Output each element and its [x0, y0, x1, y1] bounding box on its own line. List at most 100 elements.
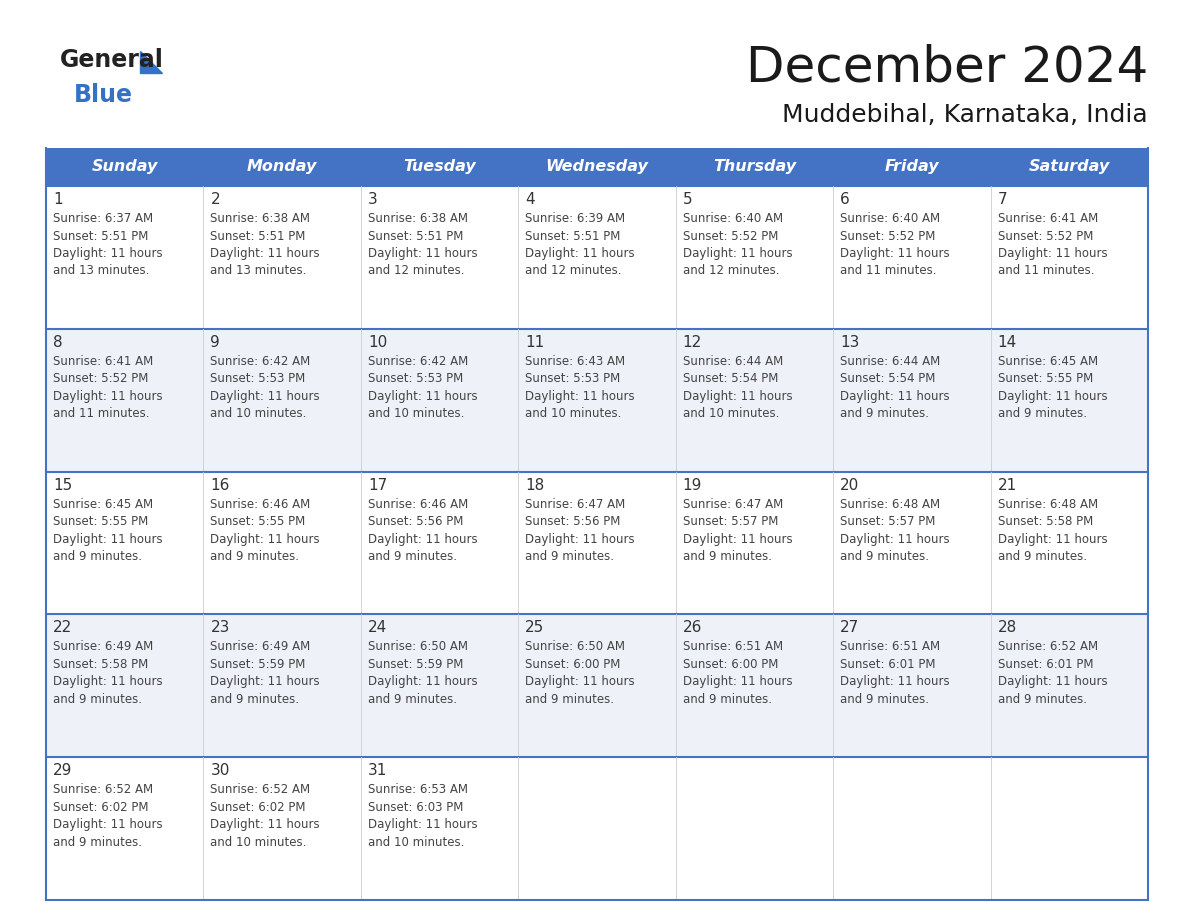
Bar	[991, 148, 1148, 186]
Text: Daylight: 11 hours: Daylight: 11 hours	[368, 247, 478, 260]
Text: Sunset: 5:51 PM: Sunset: 5:51 PM	[210, 230, 305, 242]
Bar	[676, 148, 833, 186]
Text: and 10 minutes.: and 10 minutes.	[368, 408, 465, 420]
Text: Sunset: 5:56 PM: Sunset: 5:56 PM	[525, 515, 620, 528]
Bar	[203, 148, 361, 186]
Text: 27: 27	[840, 621, 859, 635]
Text: Sunrise: 6:39 AM: Sunrise: 6:39 AM	[525, 212, 625, 225]
Text: Sunset: 6:01 PM: Sunset: 6:01 PM	[840, 658, 936, 671]
Text: Sunset: 5:52 PM: Sunset: 5:52 PM	[53, 373, 148, 386]
Text: Sunrise: 6:41 AM: Sunrise: 6:41 AM	[998, 212, 1098, 225]
Bar	[361, 148, 518, 186]
Text: Daylight: 11 hours: Daylight: 11 hours	[53, 532, 163, 545]
Text: 4: 4	[525, 192, 535, 207]
Text: Sunset: 5:55 PM: Sunset: 5:55 PM	[998, 373, 1093, 386]
Polygon shape	[140, 51, 162, 73]
Text: 8: 8	[53, 335, 63, 350]
Text: Sunrise: 6:37 AM: Sunrise: 6:37 AM	[53, 212, 153, 225]
Text: Sunrise: 6:40 AM: Sunrise: 6:40 AM	[683, 212, 783, 225]
Text: Sunrise: 6:38 AM: Sunrise: 6:38 AM	[368, 212, 468, 225]
Text: and 9 minutes.: and 9 minutes.	[683, 550, 772, 563]
Text: 1: 1	[53, 192, 63, 207]
Text: Daylight: 11 hours: Daylight: 11 hours	[368, 818, 478, 831]
Bar	[46, 472, 1148, 614]
Text: Sunset: 5:53 PM: Sunset: 5:53 PM	[210, 373, 305, 386]
Text: 29: 29	[53, 763, 72, 778]
Text: 5: 5	[683, 192, 693, 207]
Text: Wednesday: Wednesday	[545, 160, 649, 174]
Text: 21: 21	[998, 477, 1017, 493]
Text: Sunrise: 6:53 AM: Sunrise: 6:53 AM	[368, 783, 468, 796]
Text: December 2024: December 2024	[746, 44, 1148, 92]
Text: Daylight: 11 hours: Daylight: 11 hours	[840, 247, 949, 260]
Text: 3: 3	[368, 192, 378, 207]
Text: and 11 minutes.: and 11 minutes.	[840, 264, 936, 277]
Text: and 9 minutes.: and 9 minutes.	[53, 693, 143, 706]
Text: Sunrise: 6:50 AM: Sunrise: 6:50 AM	[368, 641, 468, 654]
Text: Daylight: 11 hours: Daylight: 11 hours	[210, 390, 320, 403]
Text: Sunrise: 6:45 AM: Sunrise: 6:45 AM	[53, 498, 153, 510]
Text: Sunset: 5:51 PM: Sunset: 5:51 PM	[368, 230, 463, 242]
Text: 28: 28	[998, 621, 1017, 635]
Text: Sunset: 5:52 PM: Sunset: 5:52 PM	[998, 230, 1093, 242]
Text: 23: 23	[210, 621, 229, 635]
Text: and 10 minutes.: and 10 minutes.	[210, 408, 307, 420]
Text: and 12 minutes.: and 12 minutes.	[525, 264, 621, 277]
Bar	[46, 329, 1148, 472]
Text: and 9 minutes.: and 9 minutes.	[840, 550, 929, 563]
Bar	[46, 757, 1148, 900]
Text: 2: 2	[210, 192, 220, 207]
Text: 25: 25	[525, 621, 544, 635]
Text: 20: 20	[840, 477, 859, 493]
Text: Sunrise: 6:48 AM: Sunrise: 6:48 AM	[840, 498, 940, 510]
Text: and 9 minutes.: and 9 minutes.	[998, 693, 1087, 706]
Text: Daylight: 11 hours: Daylight: 11 hours	[53, 676, 163, 688]
Text: Daylight: 11 hours: Daylight: 11 hours	[368, 532, 478, 545]
Text: and 9 minutes.: and 9 minutes.	[210, 693, 299, 706]
Text: Sunrise: 6:48 AM: Sunrise: 6:48 AM	[998, 498, 1098, 510]
Text: Sunrise: 6:49 AM: Sunrise: 6:49 AM	[210, 641, 311, 654]
Text: and 11 minutes.: and 11 minutes.	[53, 408, 150, 420]
Text: Daylight: 11 hours: Daylight: 11 hours	[53, 390, 163, 403]
Text: and 9 minutes.: and 9 minutes.	[368, 550, 457, 563]
Text: and 13 minutes.: and 13 minutes.	[210, 264, 307, 277]
Text: Friday: Friday	[885, 160, 940, 174]
Text: Daylight: 11 hours: Daylight: 11 hours	[53, 818, 163, 831]
Text: 16: 16	[210, 477, 229, 493]
Text: and 12 minutes.: and 12 minutes.	[368, 264, 465, 277]
Text: Sunrise: 6:51 AM: Sunrise: 6:51 AM	[683, 641, 783, 654]
Bar	[46, 186, 1148, 329]
Text: Thursday: Thursday	[713, 160, 796, 174]
Text: Sunset: 5:52 PM: Sunset: 5:52 PM	[683, 230, 778, 242]
Text: Sunday: Sunday	[91, 160, 158, 174]
Text: Sunset: 5:57 PM: Sunset: 5:57 PM	[683, 515, 778, 528]
Text: Sunrise: 6:49 AM: Sunrise: 6:49 AM	[53, 641, 153, 654]
Text: and 10 minutes.: and 10 minutes.	[210, 835, 307, 849]
Text: Sunset: 5:52 PM: Sunset: 5:52 PM	[840, 230, 935, 242]
Text: and 9 minutes.: and 9 minutes.	[525, 693, 614, 706]
Text: Daylight: 11 hours: Daylight: 11 hours	[683, 676, 792, 688]
Bar	[46, 614, 1148, 757]
Text: and 11 minutes.: and 11 minutes.	[998, 264, 1094, 277]
Text: Daylight: 11 hours: Daylight: 11 hours	[525, 676, 634, 688]
Text: 12: 12	[683, 335, 702, 350]
Text: 31: 31	[368, 763, 387, 778]
Text: Sunrise: 6:47 AM: Sunrise: 6:47 AM	[525, 498, 626, 510]
Text: 22: 22	[53, 621, 72, 635]
Text: and 9 minutes.: and 9 minutes.	[683, 693, 772, 706]
Text: Daylight: 11 hours: Daylight: 11 hours	[210, 532, 320, 545]
Text: and 9 minutes.: and 9 minutes.	[840, 693, 929, 706]
Text: Daylight: 11 hours: Daylight: 11 hours	[53, 247, 163, 260]
Text: Daylight: 11 hours: Daylight: 11 hours	[210, 676, 320, 688]
Text: Daylight: 11 hours: Daylight: 11 hours	[525, 390, 634, 403]
Text: Daylight: 11 hours: Daylight: 11 hours	[210, 247, 320, 260]
Text: Daylight: 11 hours: Daylight: 11 hours	[998, 532, 1107, 545]
Text: and 9 minutes.: and 9 minutes.	[53, 835, 143, 849]
Text: 7: 7	[998, 192, 1007, 207]
Text: 6: 6	[840, 192, 849, 207]
Text: Daylight: 11 hours: Daylight: 11 hours	[683, 390, 792, 403]
Text: and 10 minutes.: and 10 minutes.	[525, 408, 621, 420]
Text: Sunset: 5:55 PM: Sunset: 5:55 PM	[210, 515, 305, 528]
Text: Sunset: 5:58 PM: Sunset: 5:58 PM	[998, 515, 1093, 528]
Text: 18: 18	[525, 477, 544, 493]
